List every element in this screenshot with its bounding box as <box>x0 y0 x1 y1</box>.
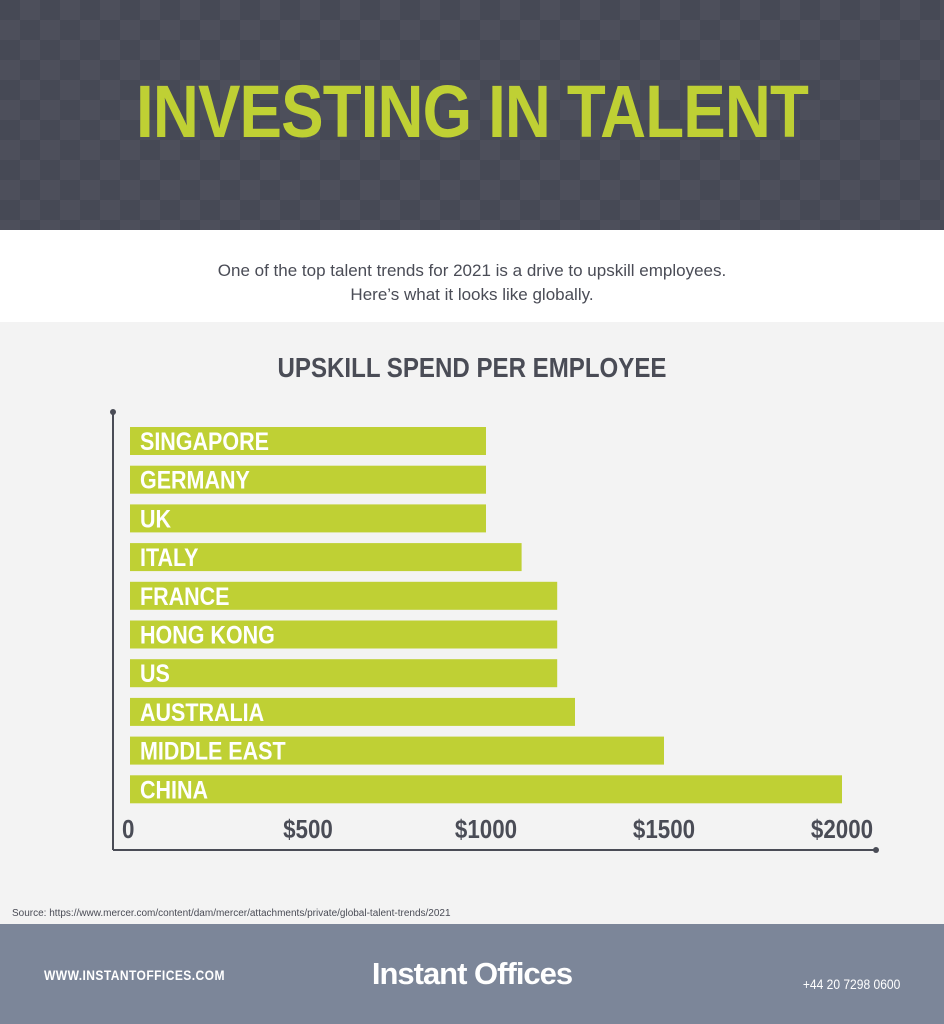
bar-label: AUSTRALIA <box>140 698 264 726</box>
intro-line-2: Here’s what it looks like globally. <box>350 285 594 304</box>
header-banner: INVESTING IN TALENT <box>0 0 944 230</box>
bar-label: ITALY <box>140 544 199 572</box>
x-tick-label: $1000 <box>455 815 517 844</box>
bar-singapore <box>130 427 486 455</box>
bar-us <box>130 659 558 688</box>
page-title: INVESTING IN TALENT <box>136 70 809 153</box>
bar-label: GERMANY <box>140 466 250 494</box>
phone-number: +44 20 7298 0600 <box>802 976 900 992</box>
intro-line-1: One of the top talent trends for 2021 is… <box>217 261 727 280</box>
website-link[interactable]: WWW.INSTANTOFFICES.COM <box>44 967 225 983</box>
bar-uk <box>130 504 486 533</box>
bar-middle-east <box>130 736 664 765</box>
bar-label: US <box>140 660 170 688</box>
source-note: Source: https://www.mercer.com/content/d… <box>12 908 451 919</box>
bar-hong-kong <box>130 620 558 649</box>
intro-section: One of the top talent trends for 2021 is… <box>0 230 944 322</box>
x-axis-end-dot <box>873 847 879 853</box>
y-axis-end-dot <box>110 409 116 415</box>
x-tick-label: $1500 <box>633 815 695 844</box>
bar-australia <box>130 697 575 726</box>
x-tick-label: $2000 <box>811 815 873 844</box>
x-tick-label: $500 <box>283 815 333 844</box>
brand-logo: Instant Offices <box>371 956 573 991</box>
chart-title: UPSKILL SPEND PER EMPLOYEE <box>277 352 667 383</box>
bar-label: UK <box>140 505 171 533</box>
bar-label: FRANCE <box>140 582 230 610</box>
bar-label: MIDDLE EAST <box>140 737 286 765</box>
bar-italy <box>130 543 522 572</box>
bar-chart: SINGAPORE GERMANY UK ITALY FRANCE HONG KONG US… <box>110 409 879 853</box>
bar-germany <box>130 465 486 494</box>
bar-france <box>130 581 558 610</box>
bar-label: CHINA <box>140 776 208 804</box>
bar-china <box>130 775 842 804</box>
bar-label: HONG KONG <box>140 621 275 649</box>
footer: WWW.INSTANTOFFICES.COM Instant Offices +… <box>0 924 944 1024</box>
x-tick-label: 0 <box>122 815 134 844</box>
bar-label: SINGAPORE <box>140 427 269 455</box>
